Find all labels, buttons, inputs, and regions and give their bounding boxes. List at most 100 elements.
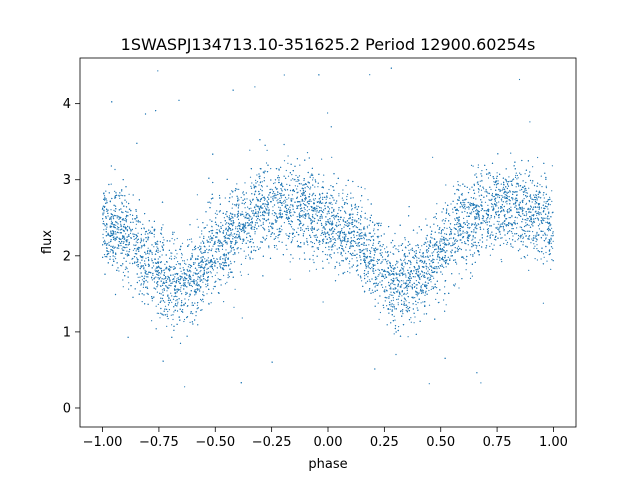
- data-point: [516, 227, 518, 229]
- data-point: [254, 233, 256, 235]
- data-point: [200, 270, 202, 272]
- data-point: [214, 264, 216, 266]
- data-point: [486, 224, 488, 226]
- data-point: [358, 233, 360, 235]
- data-point: [191, 285, 193, 288]
- data-point: [338, 209, 340, 211]
- data-point: [286, 248, 288, 250]
- data-point: [392, 277, 394, 279]
- data-point: [323, 238, 325, 240]
- data-point: [263, 237, 265, 239]
- data-point: [377, 268, 379, 270]
- data-point: [212, 288, 214, 290]
- data-point: [323, 227, 325, 229]
- data-point: [258, 184, 260, 186]
- data-point: [195, 258, 197, 261]
- data-point: [199, 271, 201, 273]
- data-point: [283, 200, 285, 202]
- data-point: [539, 212, 541, 214]
- data-point: [127, 253, 130, 256]
- data-point: [404, 239, 406, 241]
- data-point: [371, 266, 373, 268]
- data-point: [292, 257, 294, 259]
- data-point: [310, 174, 312, 176]
- data-point: [277, 198, 279, 200]
- data-point: [221, 245, 224, 248]
- data-point: [328, 212, 330, 214]
- data-point: [471, 275, 473, 277]
- data-point: [384, 248, 386, 250]
- data-point: [103, 195, 106, 197]
- data-point: [173, 258, 175, 260]
- data-point: [428, 273, 431, 276]
- data-point: [383, 269, 385, 271]
- data-point: [495, 227, 497, 229]
- data-point: [317, 205, 319, 207]
- data-point: [535, 240, 537, 243]
- data-point: [324, 233, 326, 235]
- data-point: [362, 243, 364, 245]
- data-point: [210, 302, 212, 304]
- data-point: [540, 207, 543, 209]
- data-point: [135, 227, 137, 229]
- data-point: [113, 209, 115, 211]
- data-point: [199, 236, 201, 238]
- data-point: [158, 256, 161, 258]
- data-point: [205, 286, 207, 288]
- data-point: [549, 225, 551, 227]
- data-point: [153, 281, 156, 283]
- data-point: [516, 217, 518, 219]
- data-point: [200, 242, 202, 244]
- data-point: [236, 228, 239, 230]
- data-point: [208, 245, 210, 247]
- data-point: [364, 232, 366, 234]
- data-point: [405, 287, 407, 289]
- data-point: [136, 235, 139, 237]
- data-point: [267, 207, 269, 209]
- data-point: [233, 306, 235, 308]
- data-point: [384, 277, 386, 279]
- data-point: [337, 252, 339, 254]
- data-point: [140, 245, 143, 247]
- data-point: [545, 201, 547, 203]
- data-point: [118, 247, 120, 249]
- data-point: [478, 216, 480, 218]
- data-point: [336, 182, 338, 185]
- data-point: [255, 209, 257, 211]
- data-point: [475, 198, 477, 200]
- data-point: [291, 174, 293, 176]
- data-point: [403, 260, 405, 262]
- data-point: [287, 175, 290, 177]
- data-point: [433, 259, 435, 261]
- data-point: [149, 230, 152, 232]
- data-point: [114, 256, 116, 258]
- data-point: [523, 194, 525, 196]
- data-point: [397, 298, 399, 300]
- data-point: [528, 201, 531, 203]
- data-point: [128, 288, 130, 290]
- data-point: [137, 242, 139, 244]
- data-point: [418, 267, 420, 269]
- data-point: [308, 214, 310, 216]
- data-point: [157, 269, 159, 272]
- data-point: [235, 235, 237, 238]
- data-point: [170, 314, 172, 316]
- data-point: [303, 243, 305, 245]
- data-point: [488, 199, 490, 201]
- data-point: [441, 263, 443, 265]
- data-point: [368, 260, 370, 263]
- data-point: [107, 215, 109, 217]
- data-point: [402, 274, 404, 276]
- data-point: [450, 252, 453, 254]
- data-point: [471, 243, 473, 245]
- data-point: [408, 302, 410, 304]
- data-point: [158, 278, 160, 280]
- data-point: [506, 195, 508, 197]
- data-point: [245, 257, 247, 259]
- data-point: [536, 214, 538, 216]
- data-point: [533, 221, 536, 223]
- data-point: [521, 206, 523, 209]
- data-point: [519, 189, 521, 191]
- data-point: [396, 277, 398, 279]
- data-point: [356, 214, 358, 216]
